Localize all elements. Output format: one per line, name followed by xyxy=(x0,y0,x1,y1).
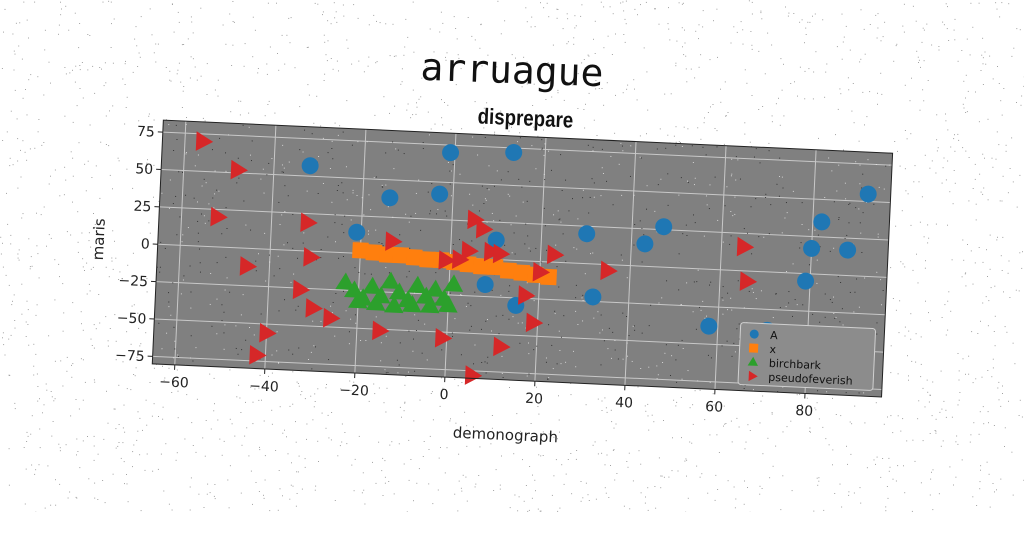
y-tick-label: 25 xyxy=(133,199,152,216)
legend-label: x xyxy=(769,343,777,356)
y-tick-label: 75 xyxy=(137,124,156,141)
x-tick-label: 40 xyxy=(615,395,634,412)
x-tick-label: −60 xyxy=(159,374,189,391)
x-tick-label: −20 xyxy=(339,382,369,399)
x-tick-label: 80 xyxy=(795,403,814,420)
y-tick-label: −50 xyxy=(116,310,146,327)
y-tick-label: 0 xyxy=(140,236,150,252)
chart-title: disprepare xyxy=(477,105,574,133)
y-tick-label: 50 xyxy=(135,161,154,178)
legend-label: A xyxy=(770,329,779,342)
x-tick-label: 0 xyxy=(439,387,449,403)
y-tick-label: −75 xyxy=(115,348,145,365)
y-tick-label: −25 xyxy=(118,273,148,290)
x-axis-label: demonograph xyxy=(452,424,558,447)
legend-marker xyxy=(749,343,758,352)
y-axis-label: maris xyxy=(89,218,109,261)
x-tick-label: 60 xyxy=(705,399,724,416)
legend-label: birchbark xyxy=(769,357,822,372)
x-tick-label: −40 xyxy=(249,378,279,395)
x-tick-label: 20 xyxy=(525,391,544,408)
